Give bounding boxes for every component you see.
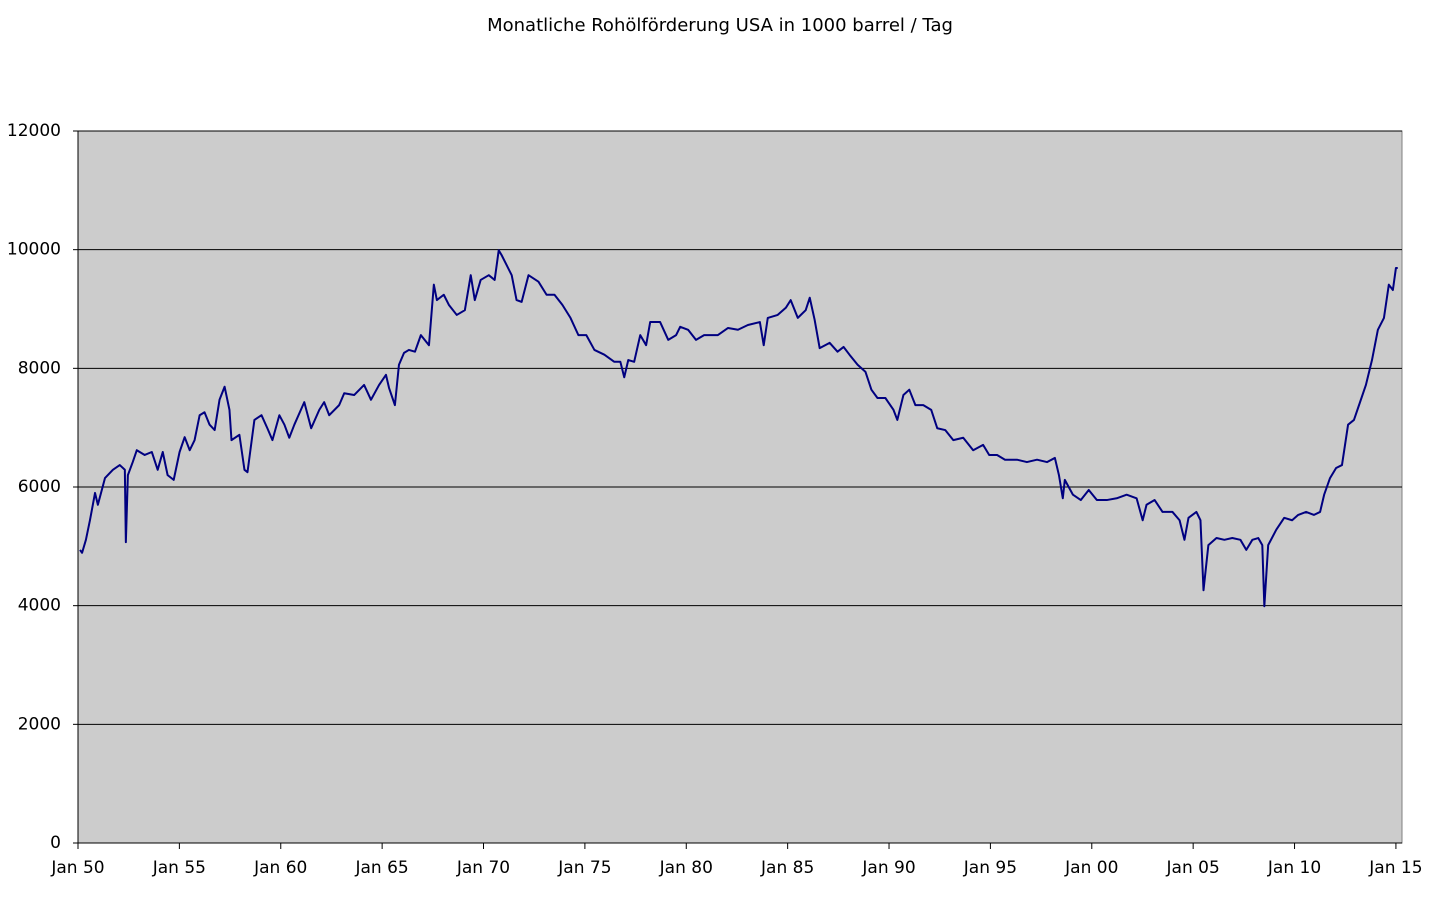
x-tick-label: Jan 70 bbox=[456, 858, 510, 878]
x-tick-label: Jan 00 bbox=[1064, 858, 1118, 878]
y-tick-label: 12000 bbox=[7, 121, 61, 141]
data-line bbox=[79, 249, 1398, 608]
y-tick-label: 4000 bbox=[18, 596, 61, 616]
y-tick-label: 2000 bbox=[18, 714, 61, 734]
y-tick-label: 0 bbox=[50, 833, 61, 853]
x-tick-label: Jan 55 bbox=[152, 858, 206, 878]
x-tick-label: Jan 80 bbox=[659, 858, 713, 878]
x-tick-label: Jan 65 bbox=[355, 858, 409, 878]
x-tick-label: Jan 15 bbox=[1368, 858, 1422, 878]
x-tick-label: Jan 95 bbox=[963, 858, 1017, 878]
x-tick-label: Jan 90 bbox=[861, 858, 915, 878]
x-tick-label: Jan 05 bbox=[1166, 858, 1220, 878]
x-tick-label: Jan 75 bbox=[557, 858, 611, 878]
x-tick-label: Jan 10 bbox=[1267, 858, 1321, 878]
x-tick-label: Jan 60 bbox=[253, 858, 307, 878]
y-tick-label: 8000 bbox=[18, 358, 61, 378]
x-tick-label: Jan 50 bbox=[50, 858, 104, 878]
y-tick-label: 6000 bbox=[18, 477, 61, 497]
y-tick-label: 10000 bbox=[7, 240, 61, 260]
x-tick-label: Jan 85 bbox=[760, 858, 814, 878]
chart-title: Monatliche Rohölförderung USA in 1000 ba… bbox=[487, 15, 953, 36]
